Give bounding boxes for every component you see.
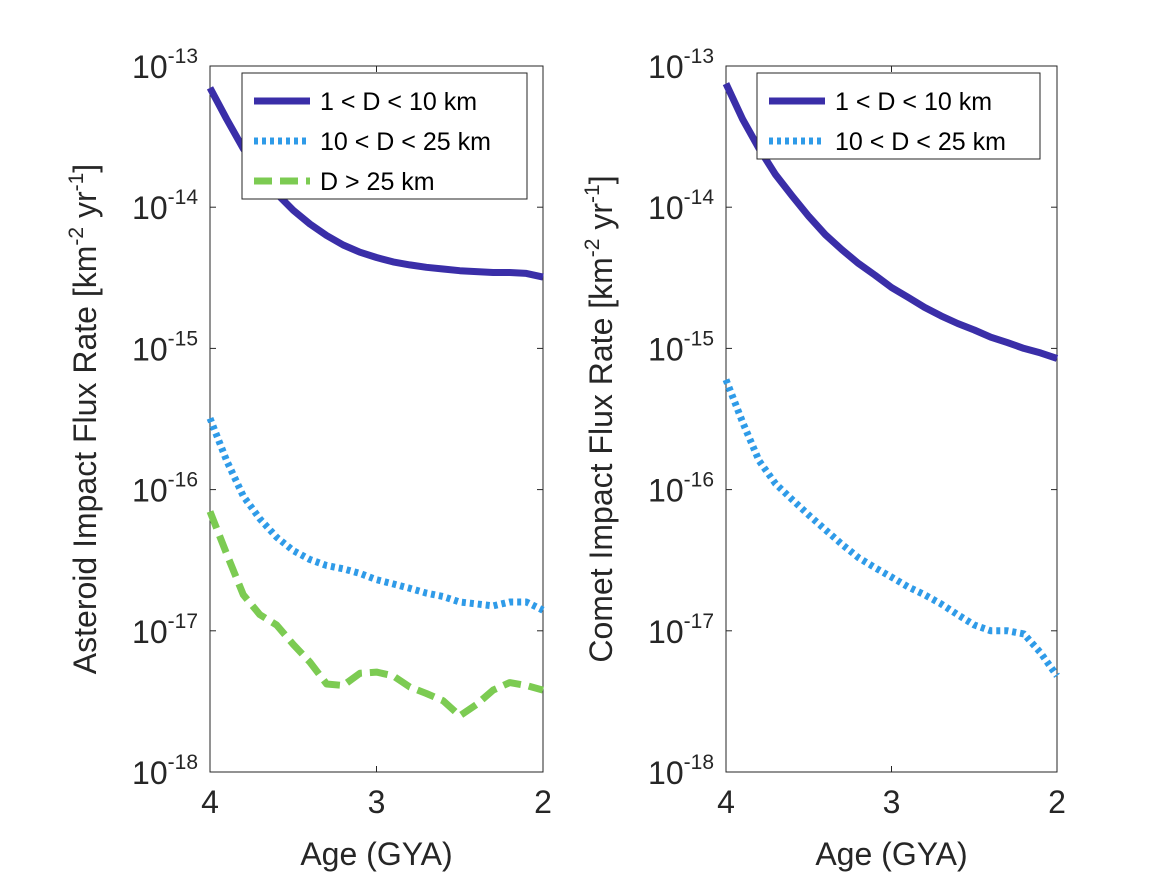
y-tick-base: 10 [648, 49, 684, 85]
y-tick-label: 10-13 [648, 45, 714, 85]
legend-label-2: 10 < D < 25 km [320, 128, 491, 156]
x-tick-label: 3 [368, 784, 386, 820]
x-tick-label: 4 [201, 784, 219, 820]
x-tick-label: 2 [534, 784, 552, 820]
legend-label-3: D > 25 km [320, 168, 435, 196]
y-tick-exponent: -18 [684, 751, 714, 774]
y-tick-label: 10-15 [132, 327, 198, 367]
y-tick-label: 10-18 [132, 751, 198, 791]
y-axis-label-part: Comet Impact Flux Rate [km [583, 257, 619, 662]
y-tick-exponent: -17 [168, 610, 198, 633]
y-tick-label: 10-13 [132, 45, 198, 85]
x-tick-label: 4 [717, 784, 735, 820]
x-axis-label: Age (GYA) [815, 836, 967, 872]
y-axis-label-part: ] [67, 164, 103, 173]
y-tick-label: 10-17 [648, 610, 714, 650]
y-tick-base: 10 [648, 614, 684, 650]
x-axis-label: Age (GYA) [300, 836, 452, 872]
y-tick-base: 10 [132, 614, 168, 650]
y-axis-label: Comet Impact Flux Rate [km-2 yr-1] [581, 175, 619, 662]
series-line-2 [206, 417, 545, 614]
y-tick-label: 10-16 [648, 469, 714, 509]
series-line-3 [206, 510, 544, 720]
y-axis-label-part: ] [583, 175, 619, 184]
y-tick-label: 10-14 [648, 186, 714, 226]
y-tick-base: 10 [648, 473, 684, 509]
y-tick-label: 10-18 [648, 751, 714, 791]
y-tick-base: 10 [132, 49, 168, 85]
legend-label-2: 10 < D < 25 km [835, 128, 1006, 156]
x-tick-label: 2 [1048, 784, 1066, 820]
y-tick-exponent: -15 [684, 327, 714, 350]
y-tick-base: 10 [648, 331, 684, 367]
y-axis-label-superscript: -1 [581, 184, 604, 203]
y-axis-label-superscript: -1 [65, 173, 88, 192]
y-tick-exponent: -15 [168, 327, 198, 350]
x-tick-label: 3 [883, 784, 901, 820]
y-tick-base: 10 [132, 331, 168, 367]
y-tick-label: 10-15 [648, 327, 714, 367]
y-tick-label: 10-16 [132, 469, 198, 509]
y-axis-label: Asteroid Impact Flux Rate [km-2 yr-1] [65, 164, 103, 674]
y-tick-label: 10-14 [132, 186, 198, 226]
y-tick-base: 10 [648, 755, 684, 791]
y-tick-exponent: -13 [684, 45, 714, 68]
y-axis-label-superscript: -2 [581, 239, 604, 258]
y-tick-exponent: -18 [168, 751, 198, 774]
y-axis-label-part: Asteroid Impact Flux Rate [km [67, 246, 103, 675]
y-tick-exponent: -14 [168, 186, 199, 209]
y-tick-exponent: -17 [684, 610, 714, 633]
series-line-2 [722, 378, 1060, 678]
y-tick-exponent: -14 [684, 186, 715, 209]
y-axis-label-superscript: -2 [65, 227, 88, 246]
legend-label-1: 1 < D < 10 km [320, 88, 477, 116]
legend-label-1: 1 < D < 10 km [835, 88, 992, 116]
y-tick-exponent: -16 [684, 469, 714, 492]
y-axis-label-part: yr [583, 203, 619, 239]
y-tick-base: 10 [132, 755, 168, 791]
y-tick-exponent: -16 [168, 469, 198, 492]
y-axis-label-part: yr [67, 191, 103, 227]
y-tick-base: 10 [132, 190, 168, 226]
legend-box [756, 72, 1041, 160]
y-tick-exponent: -13 [168, 45, 198, 68]
y-tick-base: 10 [648, 190, 684, 226]
y-tick-base: 10 [132, 473, 168, 509]
y-tick-label: 10-17 [132, 610, 198, 650]
